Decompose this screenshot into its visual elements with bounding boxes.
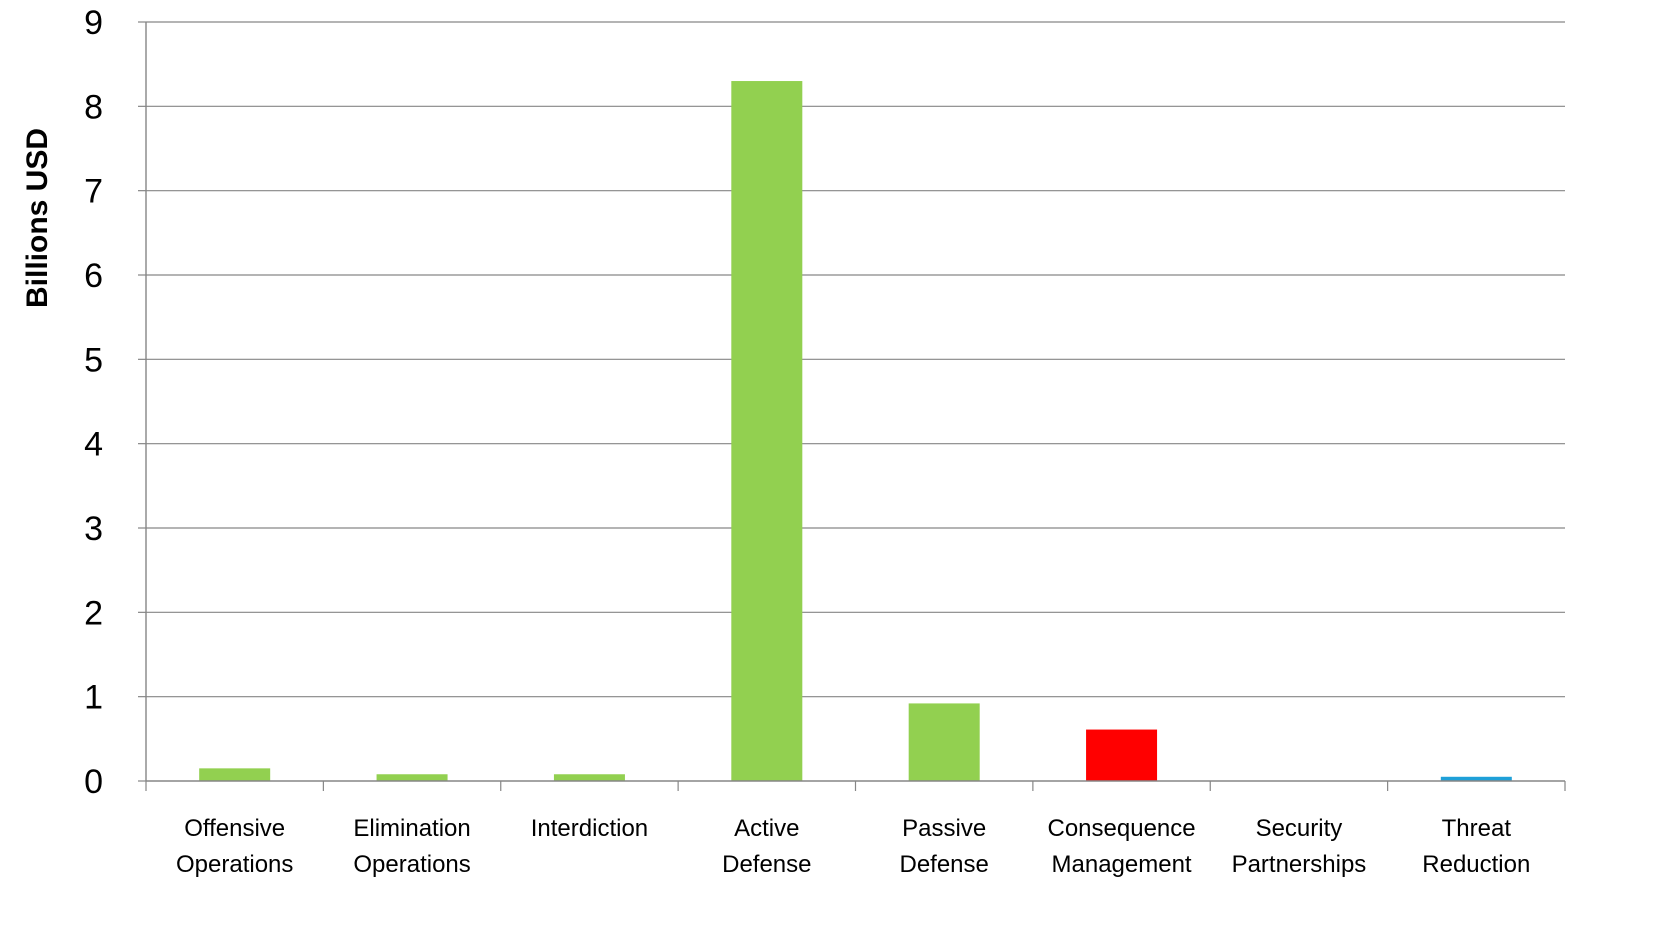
y-tick-label: 5 xyxy=(84,341,103,379)
x-tick-label: Elimination Operations xyxy=(353,815,470,878)
x-tick-label-line: Defense xyxy=(722,851,811,878)
bars xyxy=(199,81,1512,782)
x-tick-label: Active Defense xyxy=(722,815,811,878)
y-tick-label: 4 xyxy=(84,426,103,464)
x-tick-label-line: Offensive xyxy=(184,815,285,842)
x-tick-label-line: Passive xyxy=(902,815,986,842)
x-tick-label: Passive Defense xyxy=(899,815,988,878)
y-tick-labels: 0 1 2 3 4 5 6 7 8 9 xyxy=(84,4,103,801)
x-tick-label-line: Threat xyxy=(1442,815,1512,842)
x-tick-label-line: Operations xyxy=(176,851,293,878)
bar xyxy=(1086,729,1158,781)
bar xyxy=(1440,776,1512,781)
bar xyxy=(731,81,803,782)
x-tick-label: Interdiction xyxy=(531,815,648,842)
axes xyxy=(138,21,1566,791)
x-tick-label-line: Consequence xyxy=(1048,815,1196,842)
x-tick-label-line: Reduction xyxy=(1422,851,1530,878)
bar xyxy=(199,768,271,781)
x-tick-label-line: Elimination xyxy=(353,815,470,842)
x-tick-label-line: Management xyxy=(1052,851,1192,878)
x-tick-label-line: Partnerships xyxy=(1232,851,1367,878)
x-tick-label-line: Defense xyxy=(899,851,988,878)
bar xyxy=(376,774,448,781)
x-tick-label: Consequence Management xyxy=(1048,815,1196,878)
y-tick-label: 8 xyxy=(84,88,103,126)
y-tick-label: 0 xyxy=(84,763,103,801)
gridlines xyxy=(146,21,1565,698)
bar xyxy=(908,703,980,781)
y-tick-label: 1 xyxy=(84,679,103,717)
x-tick-label-line: Interdiction xyxy=(531,815,648,842)
y-tick-label: 7 xyxy=(84,173,103,211)
x-tick-label-line: Operations xyxy=(353,851,470,878)
x-tick-label-line: Active xyxy=(734,815,799,842)
y-tick-label: 3 xyxy=(84,510,103,548)
x-tick-labels: Offensive Operations Elimination Operations… xyxy=(176,815,1530,878)
y-tick-label: 6 xyxy=(84,257,103,295)
y-axis-title: Billions USD xyxy=(21,128,54,308)
y-tick-label: 9 xyxy=(84,4,103,42)
y-tick-label: 2 xyxy=(84,594,103,632)
x-tick-label: Security Partnerships xyxy=(1232,815,1367,878)
bar xyxy=(553,774,625,781)
x-tick-label: Offensive Operations xyxy=(176,815,293,878)
x-tick-label-line: Security xyxy=(1256,815,1343,842)
x-tick-label: Threat Reduction xyxy=(1422,815,1530,878)
